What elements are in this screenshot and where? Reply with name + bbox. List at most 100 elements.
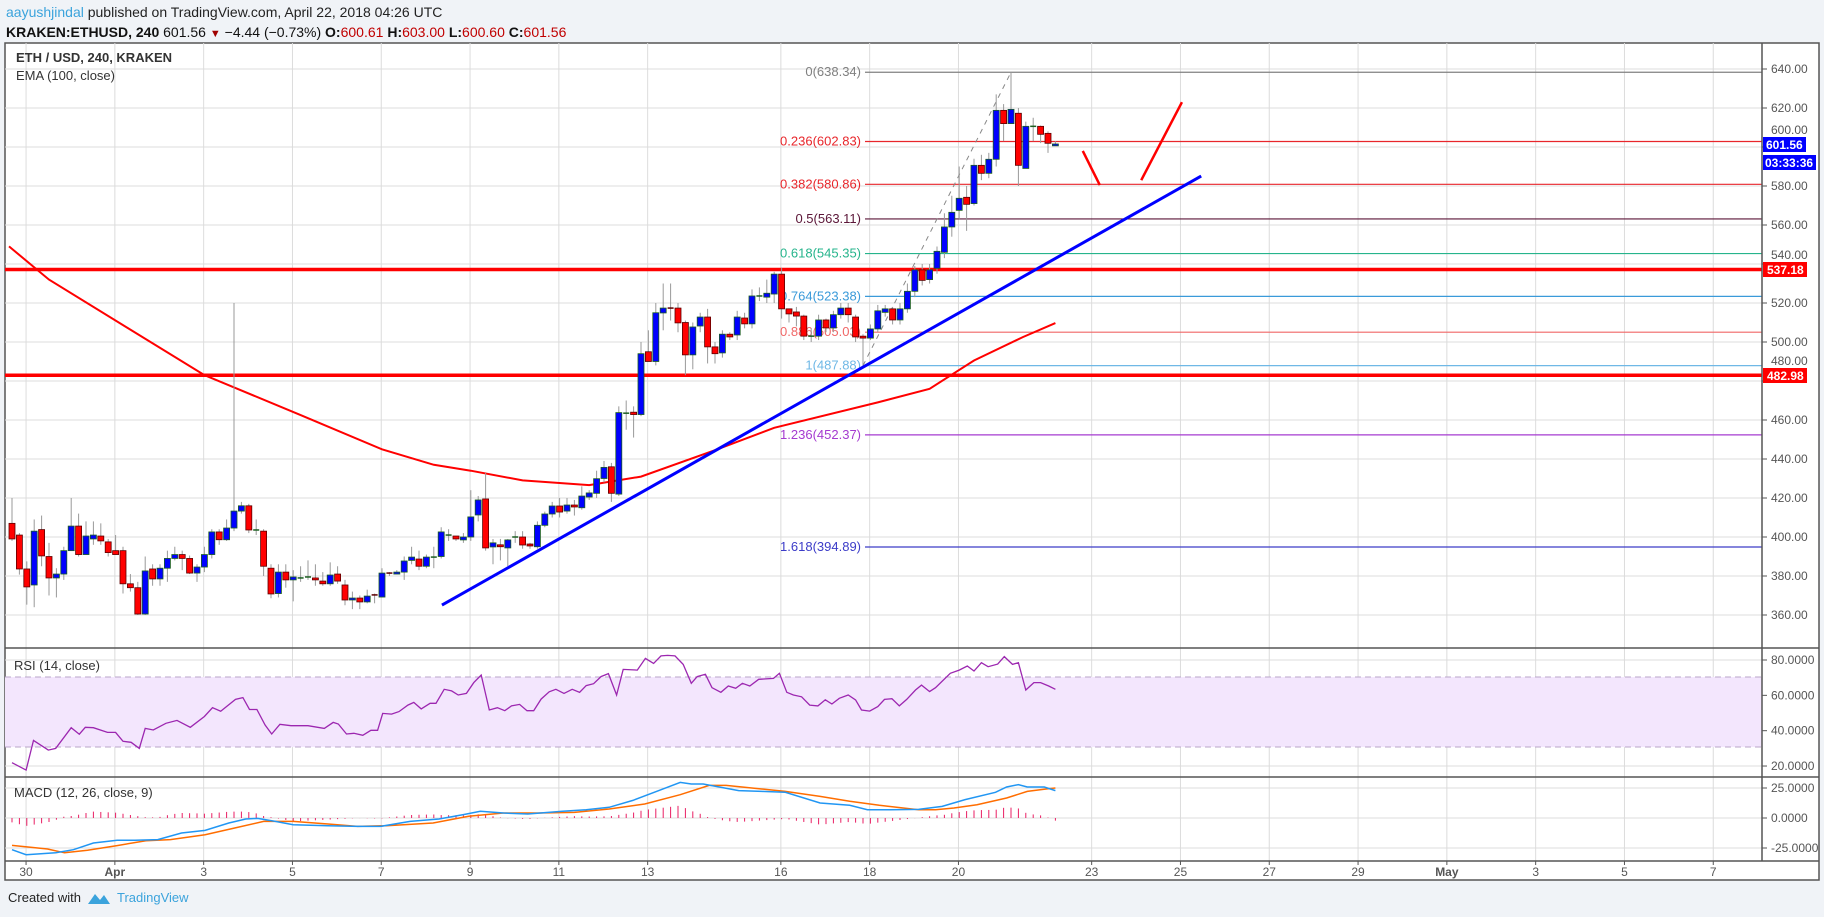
candle-body (852, 316, 859, 338)
macd-pane[interactable] (11, 781, 1056, 856)
candle-body (260, 530, 268, 567)
candle-body (741, 317, 748, 325)
candle-body (637, 353, 645, 415)
candle-body (941, 226, 948, 253)
price-axis-label: 440.00 (1771, 452, 1808, 466)
candle-body (563, 504, 571, 512)
fib-trend-dashed-line[interactable] (862, 72, 1012, 366)
candle-body (496, 544, 504, 548)
symbol-info: KRAKEN:ETHUSD, 240 601.56 ▼ −4.44 (−0.73… (6, 24, 566, 40)
candle-body (230, 510, 238, 529)
fib-level-label: 0.764(523.38) (780, 288, 861, 303)
time-axis-label: 7 (1710, 865, 1717, 879)
projection-arrow-line[interactable] (1140, 101, 1184, 181)
candle-body (193, 566, 201, 574)
candle-body (556, 505, 563, 513)
candle-body (452, 535, 460, 540)
rsi-axis-label: 80.0000 (1771, 653, 1815, 667)
candle-body (245, 505, 253, 531)
rsi-legend[interactable]: RSI (14, close) (14, 658, 100, 673)
created-with-text: Created with (8, 890, 81, 905)
candle-body (652, 312, 660, 362)
fib-level-label: 0.236(602.83) (780, 133, 861, 148)
time-axis-label: 3 (1532, 865, 1539, 879)
last-price-tag-label: 601.56 (1766, 138, 1803, 152)
time-axis-label: 11 (553, 865, 566, 879)
price-axis-label: 420.00 (1771, 491, 1808, 505)
candle-body (815, 319, 822, 337)
candle-body (326, 574, 334, 585)
candle-body (985, 158, 993, 174)
author-link[interactable]: aayushjindal (6, 4, 84, 20)
candle-body (348, 597, 356, 601)
candle-body (149, 568, 157, 580)
candle-body (23, 568, 31, 588)
time-axis-label: 16 (774, 865, 788, 879)
price-axis-label: 540.00 (1771, 248, 1808, 262)
footer: Created with TradingView (8, 890, 189, 905)
macd-axis-label: -25.0000 (1771, 841, 1819, 855)
candle-body (178, 554, 186, 559)
time-axis-label: 18 (863, 865, 877, 879)
price-axis-label: 640.00 (1771, 62, 1808, 76)
price-axis-label: 560.00 (1771, 218, 1808, 232)
candle-body (534, 524, 541, 548)
candle-body (785, 308, 793, 315)
candle-body (571, 504, 578, 508)
candle-body (526, 543, 534, 547)
rsi-pane[interactable] (11, 654, 1056, 772)
projection-arrow-line[interactable] (1081, 150, 1101, 186)
support-price-tag: 482.98 (1763, 368, 1807, 383)
candle-body (674, 307, 682, 324)
candle-body (75, 525, 82, 555)
tradingview-brand-link[interactable]: TradingView (116, 890, 189, 905)
high-label: H: (387, 24, 403, 40)
low-value: 600.60 (462, 24, 505, 40)
chart-frame (4, 42, 1820, 881)
time-axis-label: 13 (641, 865, 655, 879)
time-axis-label: 5 (289, 865, 296, 879)
macd-signal-line (11, 784, 1056, 854)
candle-body (874, 310, 882, 330)
candle-body (215, 531, 223, 541)
candle-body (267, 567, 275, 595)
candle-body (356, 597, 364, 603)
candle-body (615, 412, 623, 495)
time-axis-label: 9 (467, 865, 474, 879)
candle-body (112, 550, 119, 555)
candle-body (1052, 143, 1059, 147)
rsi-axis-label: 40.0000 (1771, 724, 1815, 738)
candle-body (689, 326, 697, 356)
candle-body (918, 269, 926, 281)
candle-body (341, 584, 349, 601)
candle-body (119, 550, 127, 585)
macd-legend[interactable]: MACD (12, 26, close, 9) (14, 785, 153, 800)
fib-level-label: 0.382(580.86) (780, 176, 861, 191)
close-label: C: (508, 24, 524, 40)
candle-body (837, 307, 845, 316)
price-pane[interactable]: 0(638.34) 0.236(602.83) 0.382(580.86) 0.5(5… (5, 64, 1762, 615)
candle-body (334, 573, 342, 582)
candle-body (889, 308, 896, 321)
price-axis-label: 360.00 (1771, 608, 1808, 622)
fib-level-label: 0(638.34) (805, 64, 861, 79)
candle-body (422, 556, 430, 567)
candle-body (896, 308, 904, 321)
fib-level-label: 1.618(394.89) (780, 539, 861, 554)
price-axis-label: 380.00 (1771, 569, 1808, 583)
time-axis-label: 5 (1621, 865, 1628, 879)
candle-body (822, 319, 830, 329)
candle-body (992, 109, 1000, 160)
candle-body (867, 328, 874, 339)
ema-legend[interactable]: EMA (100, close) (16, 68, 115, 83)
trendline[interactable] (441, 174, 1202, 607)
candle-body (844, 307, 852, 316)
candle-body (645, 351, 652, 362)
axes[interactable]: 640.00620.00600.00580.00560.00540.00520.… (19, 62, 1818, 879)
candle-body (104, 541, 112, 553)
ema-100-line (8, 245, 1056, 487)
time-axis-label: 30 (19, 865, 33, 879)
candle-body (134, 587, 142, 615)
fib-level-label: 0.5(563.11) (795, 211, 861, 226)
